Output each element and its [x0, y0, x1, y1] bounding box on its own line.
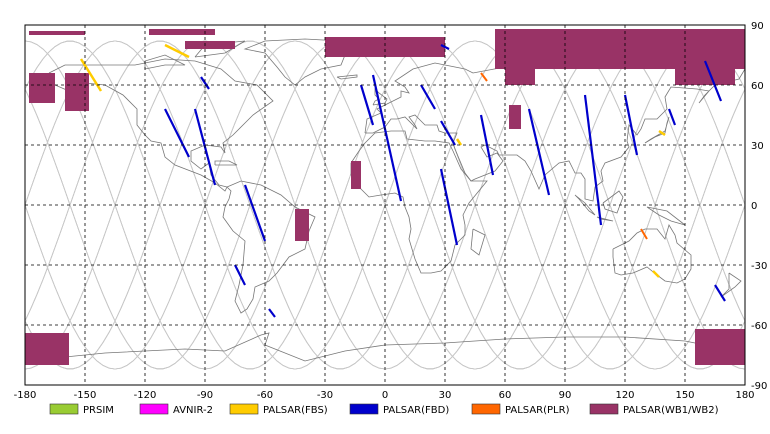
x-tick-label: 150 — [675, 390, 694, 401]
legend-item: PALSAR(FBS) — [229, 403, 328, 416]
coastline — [243, 38, 346, 86]
coastline — [336, 74, 358, 80]
swath-fbd — [200, 76, 210, 90]
coastline — [222, 180, 316, 314]
legend-label: PALSAR(FBD) — [383, 405, 449, 416]
swath-wb — [29, 73, 55, 103]
x-tick-label: -60 — [257, 390, 273, 401]
legend-swatch — [471, 403, 501, 415]
axis-labels: -180 -150 -120 -90 -60 -30 0 30 60 90 120 150 180 90 6… — [14, 21, 768, 401]
swath-fbd — [268, 308, 276, 318]
swath-fbs — [652, 270, 660, 278]
x-tick-label: 120 — [615, 390, 634, 401]
x-tick-label: 180 — [735, 390, 754, 401]
x-tick-label: 30 — [439, 390, 452, 401]
coastline — [470, 228, 486, 256]
y-tick-label: -60 — [751, 321, 767, 332]
swath-wb — [509, 105, 521, 129]
y-tick-label: 30 — [751, 141, 764, 152]
swath-wb — [325, 37, 445, 57]
swath-fbd — [359, 84, 375, 126]
coastline — [350, 130, 488, 274]
y-tick-label: -90 — [751, 381, 767, 392]
x-tick-label: -150 — [74, 390, 97, 401]
swath-fbd — [371, 74, 403, 202]
swath-fbd — [714, 284, 726, 302]
swath-fbs — [455, 138, 463, 146]
swath-fbs — [79, 58, 103, 92]
swath-wb — [351, 161, 361, 189]
swath-wb — [185, 41, 235, 49]
swath-wb — [695, 329, 745, 365]
swath-fbd — [420, 84, 436, 110]
swath-fbs — [164, 43, 190, 59]
legend-swatch — [229, 403, 259, 415]
legend-swatch — [139, 403, 169, 415]
x-tick-label: 60 — [499, 390, 512, 401]
swath-wb — [535, 53, 575, 65]
swath-fbd — [234, 264, 246, 286]
x-tick-label: 90 — [559, 390, 572, 401]
coastline — [214, 160, 238, 166]
legend-item: PRSIM — [49, 403, 114, 416]
y-tick-label: 90 — [751, 21, 764, 32]
legend: PRSIM AVNIR-2 PALSAR(FBS) PALSAR(FBD) PALSAR… — [49, 403, 719, 416]
y-tick-label: 60 — [751, 81, 764, 92]
legend-label: PALSAR(WB1/WB2) — [623, 405, 719, 416]
x-tick-label: -90 — [197, 390, 213, 401]
legend-label: PALSAR(PLR) — [505, 405, 570, 416]
x-tick-label: -120 — [134, 390, 157, 401]
swath-fbd — [440, 44, 450, 50]
observation-swaths — [25, 29, 745, 365]
legend-item: PALSAR(FBD) — [349, 403, 449, 416]
swath-fbd — [243, 184, 267, 242]
swath-fbd — [164, 108, 190, 158]
swath-fbd — [703, 60, 723, 102]
swath-wb — [149, 29, 215, 35]
legend-swatch — [349, 403, 379, 415]
swath-plr — [640, 228, 648, 240]
swath-wb — [295, 209, 309, 241]
coastline — [644, 116, 670, 144]
swath-plr — [480, 72, 488, 82]
legend-item: PALSAR(PLR) — [471, 403, 570, 416]
legend-swatch — [49, 403, 79, 415]
coastline — [596, 216, 614, 222]
swath-fbd — [527, 108, 551, 196]
swath-fbd — [583, 94, 603, 226]
legend-label: PALSAR(FBS) — [263, 405, 328, 416]
legend-item: PALSAR(WB1/WB2) — [589, 403, 719, 416]
legend-swatch — [589, 403, 619, 415]
grid-lines — [25, 25, 745, 385]
coastline — [646, 206, 686, 226]
swath-fbd — [667, 108, 677, 126]
coastline — [574, 194, 596, 216]
coastline — [612, 224, 692, 284]
y-tick-label: 0 — [751, 201, 757, 212]
swath-wb — [25, 333, 69, 365]
legend-item: AVNIR-2 — [139, 403, 213, 416]
swath-fbd — [440, 120, 456, 146]
legend-label: PRSIM — [83, 405, 114, 416]
swath-fbd — [623, 94, 639, 156]
x-tick-label: -30 — [317, 390, 333, 401]
swath-wb — [505, 65, 535, 85]
swath-fbd — [439, 168, 459, 246]
swath-wb — [675, 49, 735, 85]
y-tick-label: -30 — [751, 261, 767, 272]
coastline — [720, 272, 742, 298]
x-tick-label: -180 — [14, 390, 37, 401]
x-tick-label: 0 — [382, 390, 388, 401]
swath-wb — [29, 31, 85, 35]
swath-fbs — [658, 129, 666, 137]
plot-border — [24, 24, 746, 386]
legend-label: AVNIR-2 — [173, 405, 213, 416]
